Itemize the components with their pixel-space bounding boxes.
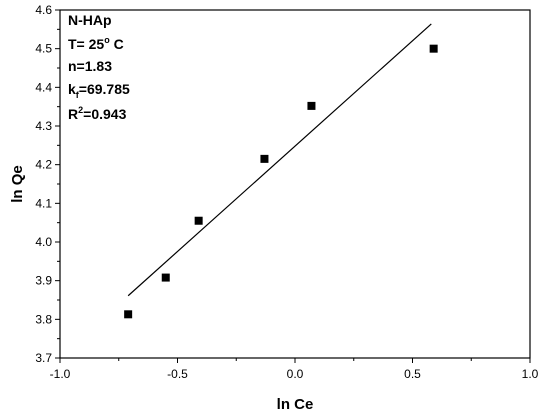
y-tick-label: 3.7 <box>35 351 52 365</box>
x-tick-label: 0.0 <box>287 367 304 381</box>
axis-tick-labels: -1.0 -0.5 0.0 0.5 1.0 3.7 3.8 3.9 4.0 4.1 4.2 4.3 4.… <box>35 3 538 381</box>
annotation-temperature: T= 25o C <box>68 35 124 52</box>
x-tick-label: 1.0 <box>522 367 539 381</box>
y-tick-label: 4.0 <box>35 235 52 249</box>
y-tick-label: 3.8 <box>35 312 52 326</box>
data-point <box>161 273 170 282</box>
data-point <box>194 216 203 225</box>
data-point <box>429 44 438 53</box>
fit-line <box>127 23 432 297</box>
y-tick-label: 4.4 <box>35 80 52 94</box>
data-point <box>260 154 269 163</box>
x-tick-label: -0.5 <box>167 367 188 381</box>
x-tick-label: -1.0 <box>50 367 71 381</box>
annotation-r2: R2=0.943 <box>68 105 127 122</box>
y-tick-label: 4.2 <box>35 158 52 172</box>
data-point <box>307 101 316 110</box>
annotation-n: n=1.83 <box>68 58 112 74</box>
y-tick-label: 4.3 <box>35 119 52 133</box>
y-axis-title: ln Qe <box>9 165 26 203</box>
annotation-block: N-HAp T= 25o C n=1.83 kf=69.785 R2=0.943 <box>68 12 130 122</box>
y-tick-label: 4.5 <box>35 42 52 56</box>
axis-ticks <box>55 9 531 363</box>
x-tick-label: 0.5 <box>404 367 421 381</box>
data-points <box>124 44 438 319</box>
y-tick-label: 4.6 <box>35 3 52 17</box>
y-tick-label: 4.1 <box>35 196 52 210</box>
annotation-sample: N-HAp <box>68 12 112 28</box>
data-point <box>124 310 133 319</box>
x-axis-title: ln Ce <box>277 396 314 413</box>
plot-frame <box>59 9 531 359</box>
y-tick-label: 3.9 <box>35 274 52 288</box>
annotation-kf: kf=69.785 <box>68 81 130 100</box>
